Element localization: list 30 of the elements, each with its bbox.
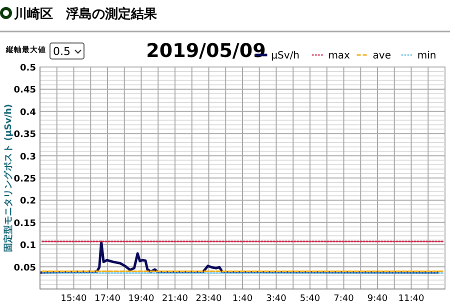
legend-label: max <box>328 50 350 62</box>
legend-label: ave <box>372 50 392 62</box>
chart-subtitle: 川崎区 浮島の測定結果 <box>13 6 158 22</box>
legend-label: min <box>417 50 436 62</box>
y-tick-label: 0.2 <box>20 196 36 207</box>
y-tick-label: 0.1 <box>20 241 36 252</box>
y-tick-label: 0.4 <box>20 108 36 118</box>
dropdown-select: 0.5 <box>50 42 84 60</box>
y-tick-label: 0.35 <box>14 130 36 140</box>
y-tick-label: 0.5 <box>20 64 36 74</box>
x-tick-label: 19:40 <box>128 294 154 304</box>
x-tick-label: 21:40 <box>162 294 188 304</box>
y-tick-label: 0.3 <box>20 152 36 162</box>
x-tick-label: 15:40 <box>60 294 87 304</box>
x-tick-label: 17:40 <box>94 294 121 304</box>
y-tick-label: 0.15 <box>14 218 36 229</box>
y-tick-label: 0.05 <box>14 263 36 274</box>
x-tick-label: 5:40 <box>300 294 320 304</box>
y-tick-label: 0.25 <box>14 174 36 184</box>
header: 川崎区 浮島の測定結果 <box>0 7 450 32</box>
chart-title: 2019/05/09 <box>146 40 266 62</box>
y-axis-title: 固定型モニタリングポスト (μSv/h) <box>3 104 14 252</box>
x-tick-label: 7:40 <box>334 294 354 304</box>
x-tick-label: 23:40 <box>196 294 222 304</box>
x-tick-label: 9:40 <box>367 294 388 304</box>
x-tick-label: 11:40 <box>398 294 424 304</box>
x-tick-label: 1:40 <box>232 294 253 304</box>
x-tick-label: 3:40 <box>266 294 287 304</box>
y-tick-label: 0.45 <box>14 86 36 96</box>
legend-label: μSv/h <box>271 50 300 62</box>
